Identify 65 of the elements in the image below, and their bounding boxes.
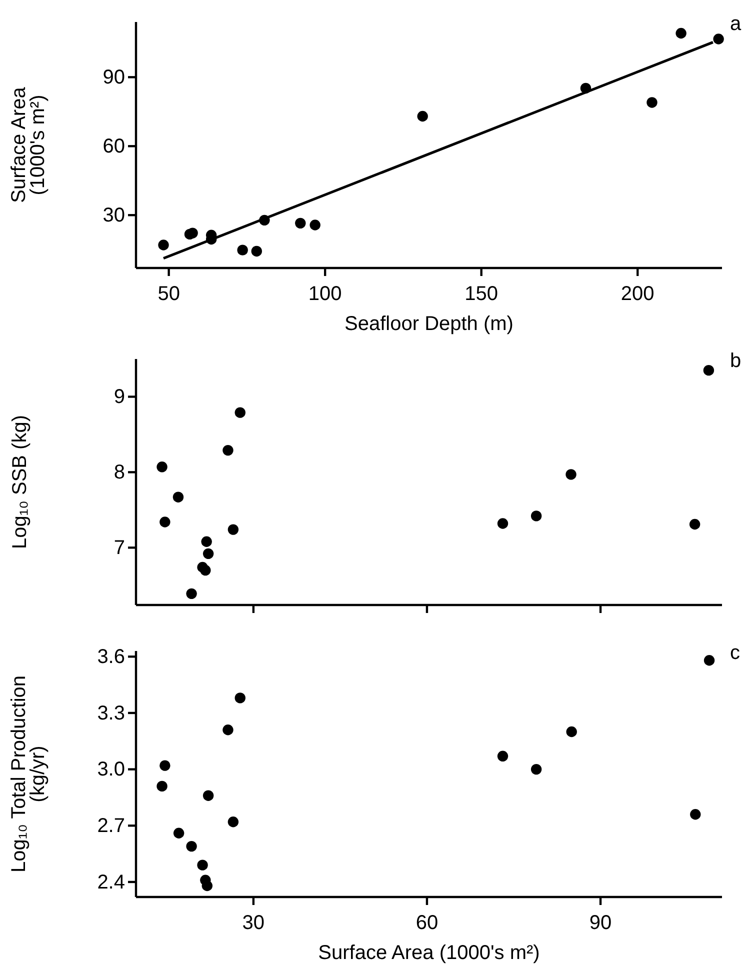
y-axis-title: Log₁₀ SSB (kg) (9, 415, 31, 549)
point (172, 492, 184, 502)
point (156, 462, 168, 472)
point (497, 750, 508, 762)
point (530, 764, 542, 775)
y-tick-label: 2.7 (97, 815, 125, 838)
y-axis-title: Surface Area (1000's m²) (8, 86, 49, 203)
point (566, 469, 576, 480)
point (703, 364, 714, 376)
point (676, 28, 686, 39)
point (228, 816, 239, 828)
y-tick-label: 60 (102, 136, 125, 158)
x-tick-label: 100 (308, 283, 342, 305)
point (160, 516, 170, 528)
point (160, 760, 170, 771)
point (417, 110, 428, 122)
point (186, 588, 197, 600)
point (202, 548, 214, 560)
y-tick-label: 3.6 (97, 646, 125, 668)
point (186, 840, 197, 852)
point (295, 218, 306, 229)
y-tick-label: 30 (102, 204, 125, 227)
y-tick-label: 9 (114, 386, 125, 408)
text: c (730, 642, 740, 664)
point (566, 726, 577, 738)
point (237, 244, 248, 256)
point (704, 655, 715, 666)
x-tick-label: 60 (416, 912, 438, 934)
point (197, 860, 208, 870)
point (713, 34, 724, 44)
point (202, 880, 213, 892)
text: b (730, 350, 742, 372)
x-tick-label: 30 (242, 912, 265, 934)
x-axis-title: Surface Area (1000's m²) (318, 942, 540, 964)
point (228, 524, 239, 535)
text: a (730, 13, 742, 35)
y-tick-label: 2.4 (97, 871, 125, 894)
point (158, 240, 169, 250)
point (156, 780, 168, 792)
point (234, 692, 246, 704)
point (690, 809, 701, 820)
point (497, 518, 508, 529)
point (310, 220, 320, 230)
x-tick-label: 150 (464, 283, 498, 305)
x-axis-title: Seafloor Depth (m) (344, 313, 514, 335)
y-tick-label: 90 (102, 66, 125, 89)
point (200, 564, 211, 576)
point (646, 97, 658, 108)
point (234, 407, 246, 418)
point (173, 828, 184, 838)
x-tick-label: 50 (158, 283, 180, 305)
x-tick-label: 90 (589, 912, 612, 934)
y-tick-label: 8 (114, 462, 125, 484)
point (251, 246, 262, 257)
y-tick-label: 7 (114, 537, 125, 560)
point (689, 518, 700, 530)
y-tick-label: 3.3 (97, 702, 125, 724)
point (530, 510, 542, 522)
y-tick-label: 3.0 (97, 758, 125, 781)
point (201, 536, 212, 547)
x-tick-label: 200 (620, 283, 654, 305)
point (202, 790, 214, 801)
point (222, 724, 234, 736)
point (222, 444, 234, 456)
y-axis-title: Log₁₀ Total Production (kg/yr) (8, 675, 49, 873)
